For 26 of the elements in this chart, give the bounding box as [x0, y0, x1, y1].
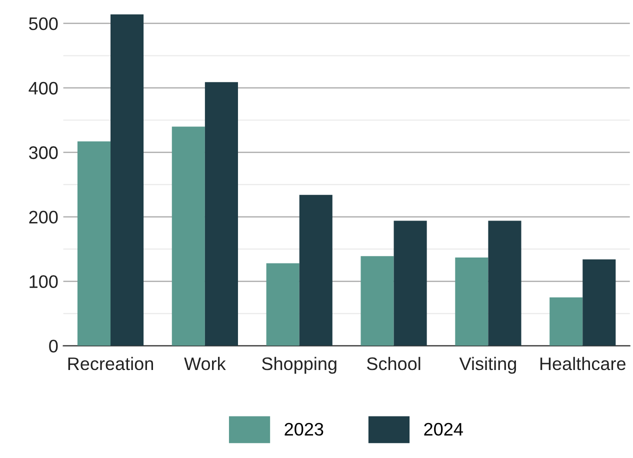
- legend-label: 2023: [284, 422, 324, 436]
- bar: [266, 263, 300, 346]
- x-tick-label: Work: [184, 356, 226, 370]
- y-tick-label: 300: [29, 146, 58, 160]
- bar: [110, 14, 144, 346]
- bar: [204, 82, 238, 346]
- bar: [77, 141, 111, 346]
- bar: [455, 257, 488, 346]
- y-tick-label: 200: [29, 210, 58, 224]
- bar: [582, 259, 616, 346]
- legend-label: 2024: [424, 422, 463, 436]
- bar: [360, 256, 394, 346]
- bar: [299, 194, 332, 346]
- bar: [488, 220, 522, 346]
- bar: [550, 297, 583, 346]
- y-tick-label: 400: [28, 82, 58, 95]
- y-tick-label: 0: [49, 340, 58, 353]
- x-tick-label: School: [366, 356, 420, 370]
- bar: [394, 220, 427, 346]
- bar: [172, 126, 205, 346]
- x-tick-label: Shopping: [262, 356, 336, 374]
- y-tick-label: 500: [29, 17, 58, 30]
- x-tick-label: Recreation: [68, 356, 153, 370]
- x-tick-label: Visiting: [459, 356, 516, 374]
- x-tick-label: Healthcare: [540, 356, 626, 370]
- y-tick-label: 100: [30, 275, 58, 288]
